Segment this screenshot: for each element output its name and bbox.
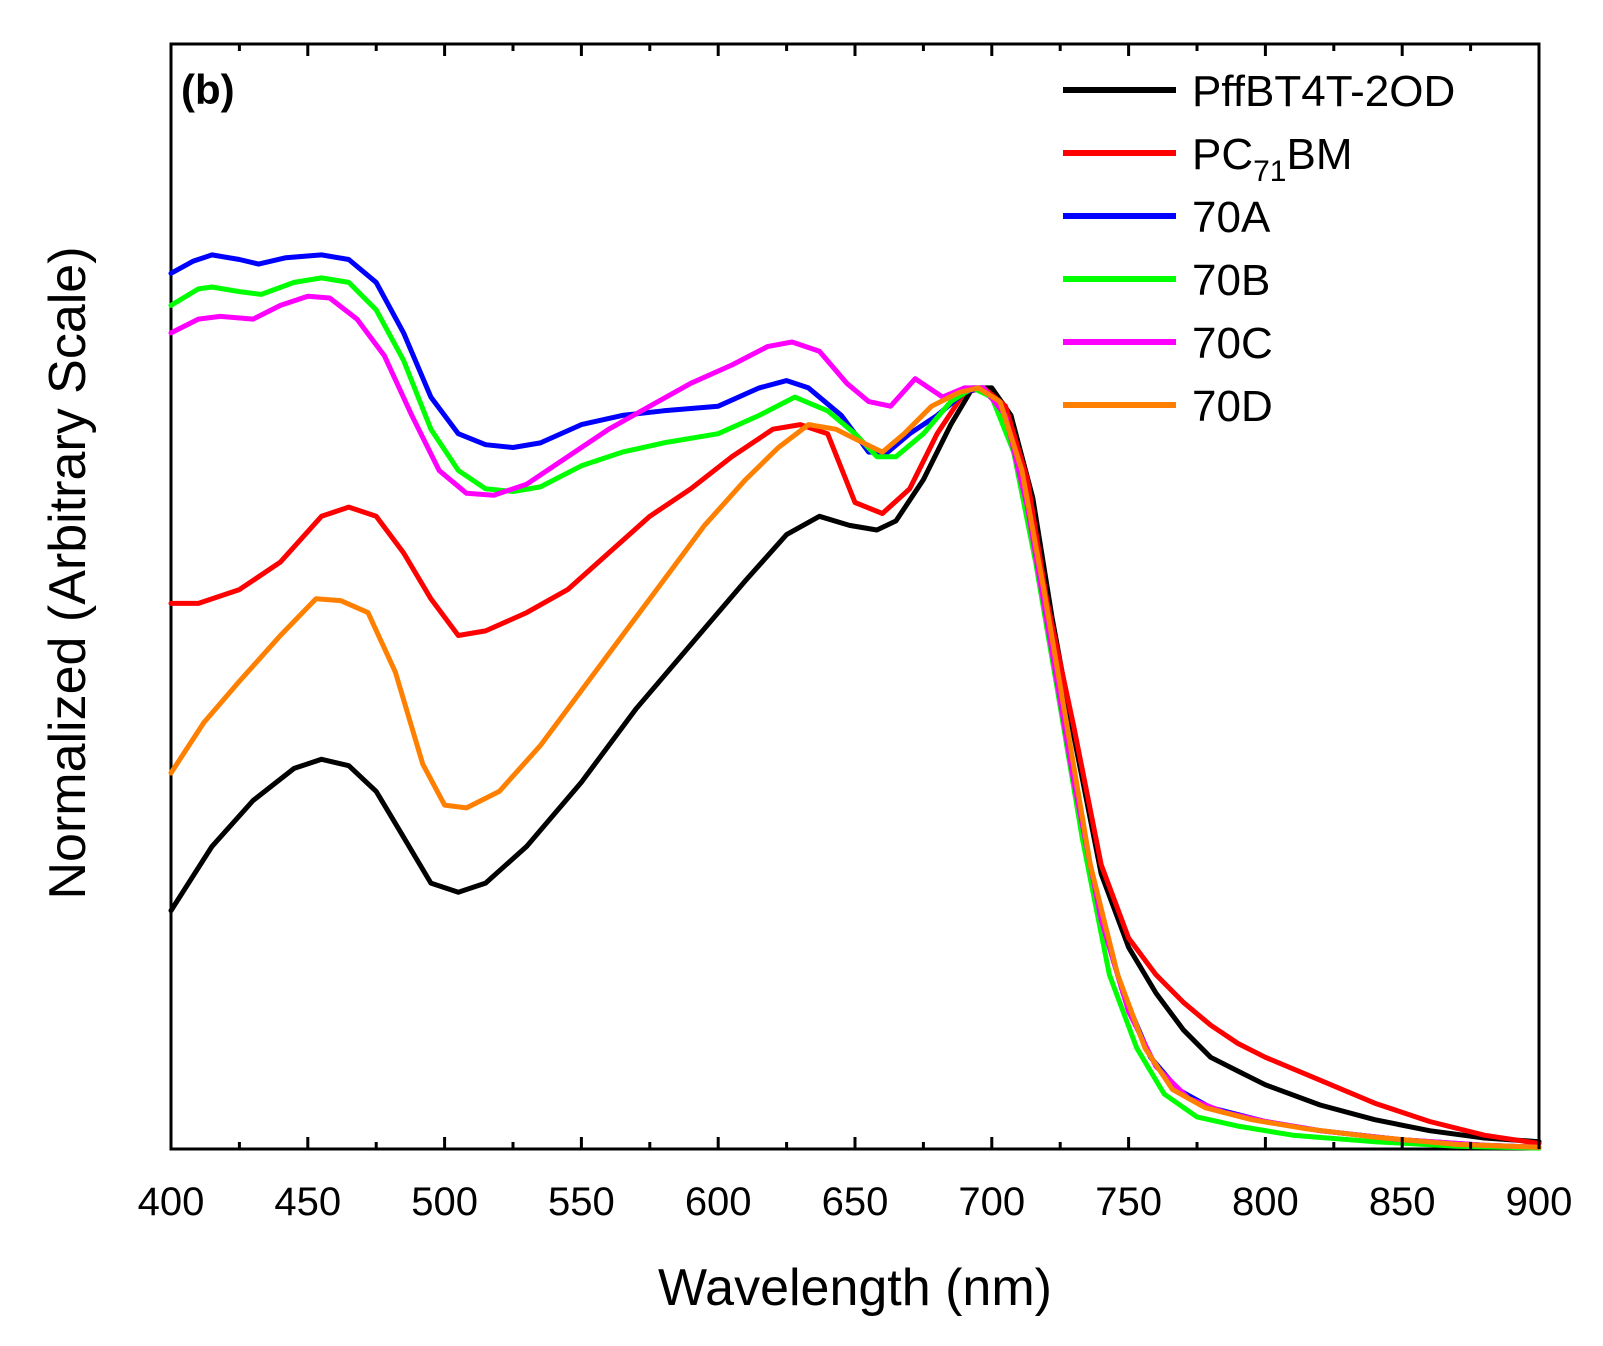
- series-line-70b: [168, 275, 1542, 1151]
- series-line-pffbt4t-2od: [168, 385, 1542, 1145]
- legend-label-70d: 70D: [1192, 382, 1273, 431]
- legend-label-pc71bm: PC71BM: [1192, 130, 1353, 188]
- legend-label-main: PC: [1192, 130, 1253, 179]
- legend-label-70b: 70B: [1192, 256, 1270, 305]
- legend-label-main: 70B: [1192, 256, 1270, 305]
- x-axis-title: Wavelength (nm): [658, 1259, 1052, 1317]
- legend-label-70c: 70C: [1192, 319, 1273, 368]
- series-line-70d: [168, 385, 1542, 1150]
- x-tick-label: 900: [1506, 1180, 1573, 1224]
- x-tick-label: 850: [1369, 1180, 1436, 1224]
- x-tick-label: 600: [685, 1180, 752, 1224]
- x-tick-label: 700: [958, 1180, 1025, 1224]
- series-line-70c: [168, 293, 1542, 1150]
- panel-label: (b): [181, 66, 235, 113]
- legend-label-70a: 70A: [1192, 193, 1271, 242]
- legend-label-main: 70D: [1192, 382, 1273, 431]
- legend: PffBT4T-2OD PC71BM 70A 70B 70C 70D: [1063, 67, 1455, 431]
- x-tick-label: 550: [548, 1180, 615, 1224]
- legend-label-main: 70A: [1192, 193, 1271, 242]
- series-line-pc71bm: [168, 385, 1542, 1146]
- x-tick-label: 450: [274, 1180, 341, 1224]
- legend-label-sub: 71: [1253, 155, 1286, 188]
- x-tick-label: 750: [1095, 1180, 1162, 1224]
- series-layer: [168, 252, 1542, 1151]
- legend-label-tail: BM: [1287, 130, 1353, 179]
- x-tick-label: 400: [138, 1180, 205, 1224]
- x-tick-label: 500: [411, 1180, 478, 1224]
- legend-label-main: 70C: [1192, 319, 1273, 368]
- plot-frame: [169, 42, 1541, 1151]
- x-tick-label: 650: [822, 1180, 889, 1224]
- legend-label-main: PffBT4T-2OD: [1192, 67, 1455, 116]
- x-axis: 400 450 500 550 600 650 700 750 800 850 900: [138, 44, 1573, 1224]
- x-tick-label: 800: [1232, 1180, 1299, 1224]
- y-axis-title: Normalized (Arbitrary Scale): [39, 246, 97, 899]
- legend-label-pffbt4t-2od: PffBT4T-2OD: [1192, 67, 1455, 116]
